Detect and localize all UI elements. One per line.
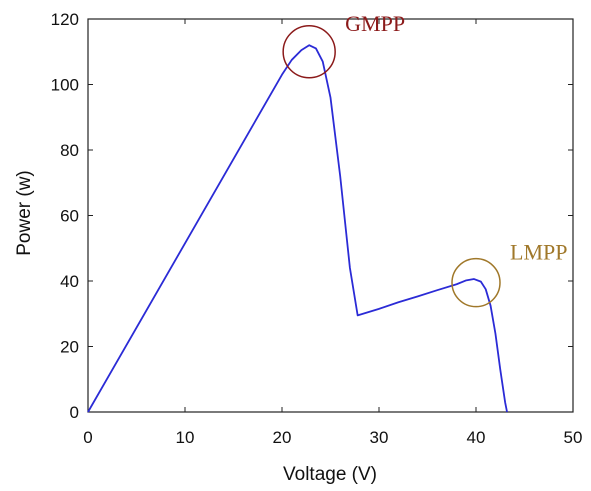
plot-area xyxy=(87,18,574,413)
y-tick-label: 0 xyxy=(70,403,79,422)
y-tick-label: 20 xyxy=(60,338,79,357)
y-axis-label: Power (w) xyxy=(14,170,35,256)
x-tick-label: 20 xyxy=(273,428,292,447)
series-line-0 xyxy=(87,44,508,413)
axis-ticks xyxy=(87,18,574,413)
x-tick-label: 0 xyxy=(83,428,92,447)
y-tick-label: 60 xyxy=(60,207,79,226)
annotation-circle xyxy=(282,25,336,79)
x-tick-label: 50 xyxy=(564,428,583,447)
annotation-label: LMPP xyxy=(510,240,567,265)
annotations: GMPP LMPP xyxy=(282,11,567,308)
x-tick-label: 40 xyxy=(467,428,486,447)
annotation-circle xyxy=(451,257,501,308)
y-tick-label: 40 xyxy=(60,272,79,291)
annotation-label: GMPP xyxy=(345,11,405,36)
x-tick-label: 30 xyxy=(370,428,389,447)
y-tick-label: 120 xyxy=(51,10,79,29)
x-tick-label: 10 xyxy=(176,428,195,447)
y-tick-label: 80 xyxy=(60,141,79,160)
y-tick-label: 100 xyxy=(51,76,79,95)
x-axis-label: Voltage (V) xyxy=(283,464,377,485)
plot-frame xyxy=(87,18,574,413)
tick-labels: 0 10 20 30 40 50 0 20 40 60 80 100 120 xyxy=(51,10,583,447)
